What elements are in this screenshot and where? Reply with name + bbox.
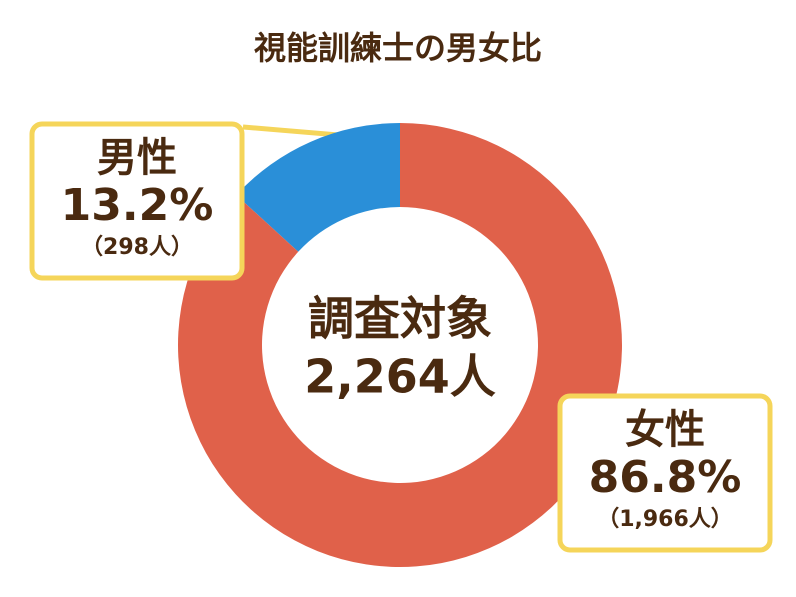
slice bbox=[177, 123, 622, 567]
count-label: （1,966人） bbox=[597, 507, 733, 532]
center-total: 2,264人 bbox=[304, 350, 496, 404]
label-box bbox=[29, 121, 245, 281]
category-label: 女性 bbox=[625, 407, 705, 453]
center-label: 調査対象 bbox=[308, 292, 492, 346]
chart-title: 視能訓練士の男女比 bbox=[254, 29, 542, 67]
donut bbox=[177, 123, 622, 567]
value-label: 86.8% bbox=[589, 452, 742, 503]
slice bbox=[236, 123, 400, 252]
category-label: 男性 bbox=[97, 135, 177, 181]
count-label: （298人） bbox=[81, 235, 193, 260]
label-box bbox=[557, 393, 773, 553]
value-label: 13.2% bbox=[61, 180, 214, 231]
